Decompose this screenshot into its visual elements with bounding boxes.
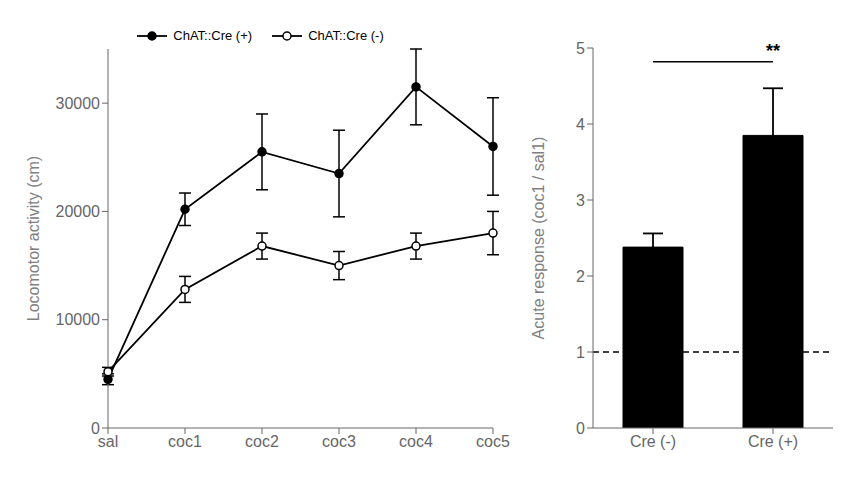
svg-text:Cre (-): Cre (-): [630, 433, 676, 450]
svg-text:0: 0: [576, 420, 585, 437]
svg-text:3: 3: [576, 192, 585, 209]
svg-text:coc1: coc1: [168, 433, 202, 450]
html-text:ChAT::Cre (-): ChAT::Cre (-): [308, 28, 384, 43]
svg-text:sal: sal: [98, 433, 118, 450]
svg-text:coc4: coc4: [399, 433, 433, 450]
svg-text:**: **: [766, 41, 780, 61]
svg-text:4: 4: [576, 116, 585, 133]
svg-text:2: 2: [576, 268, 585, 285]
svg-text:1: 1: [576, 344, 585, 361]
svg-text:10000: 10000: [56, 311, 101, 328]
svg-text:Locomotor activity (cm): Locomotor activity (cm): [25, 156, 42, 321]
html-text:ChAT::Cre (+): ChAT::Cre (+): [173, 28, 253, 43]
svg-text:Acute response (coc1 / sal1): Acute response (coc1 / sal1): [530, 137, 547, 340]
svg-text:coc5: coc5: [476, 433, 510, 450]
svg-text:coc3: coc3: [322, 433, 356, 450]
svg-text:30000: 30000: [56, 95, 101, 112]
svg-text:20000: 20000: [56, 203, 101, 220]
svg-text:Cre (+): Cre (+): [748, 433, 798, 450]
svg-text:0: 0: [91, 420, 100, 437]
svg-text:5: 5: [576, 40, 585, 57]
svg-text:coc2: coc2: [245, 433, 279, 450]
